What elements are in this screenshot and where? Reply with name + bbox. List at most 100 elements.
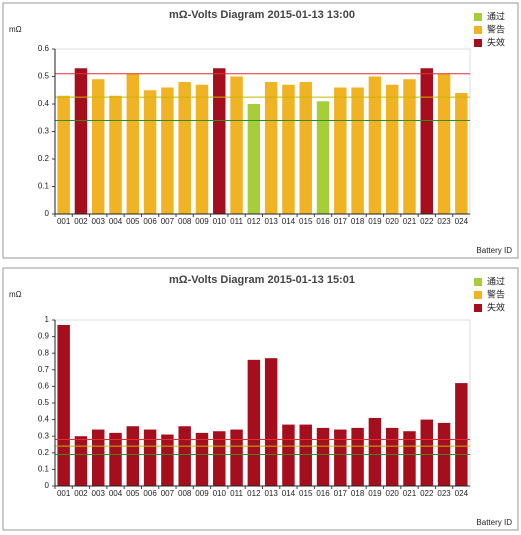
y-axis-label: mΩ bbox=[9, 290, 22, 299]
x-tick-label: 022 bbox=[420, 217, 434, 226]
bar bbox=[109, 95, 122, 214]
x-tick-label: 002 bbox=[74, 489, 88, 498]
bar bbox=[213, 68, 226, 214]
x-tick-label: 007 bbox=[161, 217, 175, 226]
bar bbox=[299, 424, 312, 486]
bar bbox=[74, 68, 88, 214]
x-tick-label: 004 bbox=[109, 489, 123, 498]
y-tick-label: 0.3 bbox=[38, 431, 50, 440]
x-tick-label: 010 bbox=[213, 217, 227, 226]
bar bbox=[195, 84, 209, 214]
bar bbox=[230, 429, 243, 486]
x-tick-label: 001 bbox=[57, 489, 71, 498]
x-tick-label: 003 bbox=[92, 217, 106, 226]
bar bbox=[178, 82, 191, 214]
bar bbox=[351, 87, 364, 214]
bar bbox=[57, 95, 70, 214]
bar bbox=[247, 359, 261, 486]
x-tick-label: 005 bbox=[126, 217, 140, 226]
bar bbox=[92, 79, 105, 214]
legend-label: 失效 bbox=[487, 301, 505, 312]
y-tick-label: 0.1 bbox=[38, 465, 50, 474]
bar bbox=[368, 417, 382, 486]
x-tick-label: 008 bbox=[178, 217, 192, 226]
y-tick-label: 0.8 bbox=[38, 348, 50, 357]
x-tick-label: 002 bbox=[74, 217, 88, 226]
y-tick-label: 0.6 bbox=[38, 44, 50, 53]
x-tick-label: 019 bbox=[368, 217, 382, 226]
x-tick-label: 008 bbox=[178, 489, 192, 498]
bar bbox=[161, 434, 174, 486]
legend-label: 警告 bbox=[487, 288, 505, 299]
bar bbox=[316, 427, 330, 486]
x-tick-label: 021 bbox=[403, 217, 417, 226]
bar bbox=[368, 76, 382, 214]
bar bbox=[403, 431, 416, 486]
bar bbox=[178, 426, 191, 486]
legend-swatch bbox=[474, 291, 482, 299]
y-tick-label: 0.2 bbox=[38, 448, 50, 457]
legend-swatch bbox=[474, 26, 482, 34]
legend-swatch bbox=[474, 13, 482, 21]
x-tick-label: 013 bbox=[264, 217, 278, 226]
bar bbox=[161, 87, 174, 214]
bar bbox=[109, 432, 122, 486]
y-tick-label: 0.4 bbox=[38, 415, 50, 424]
bar bbox=[316, 101, 330, 214]
y-tick-label: 0.4 bbox=[38, 99, 50, 108]
bar bbox=[213, 431, 226, 486]
y-tick-label: 0.6 bbox=[38, 382, 50, 391]
x-tick-label: 020 bbox=[386, 217, 400, 226]
y-tick-label: 0.9 bbox=[38, 332, 50, 341]
chart-title: mΩ-Volts Diagram 2015-01-13 13:00 bbox=[169, 9, 355, 21]
bar bbox=[455, 93, 468, 214]
x-tick-label: 014 bbox=[282, 489, 296, 498]
bar bbox=[143, 90, 157, 214]
bar bbox=[92, 429, 105, 486]
bar bbox=[247, 104, 261, 214]
legend-swatch bbox=[474, 278, 482, 286]
x-tick-label: 010 bbox=[213, 489, 227, 498]
x-tick-label: 014 bbox=[282, 217, 296, 226]
legend-swatch bbox=[474, 39, 482, 47]
x-tick-label: 007 bbox=[161, 489, 175, 498]
x-tick-label: 019 bbox=[368, 489, 382, 498]
bar bbox=[299, 82, 312, 214]
bar bbox=[437, 73, 451, 214]
legend-label: 通过 bbox=[487, 275, 505, 286]
bar bbox=[143, 429, 157, 486]
x-tick-label: 006 bbox=[143, 489, 157, 498]
x-tick-label: 018 bbox=[351, 489, 365, 498]
bar bbox=[195, 432, 209, 486]
bar bbox=[282, 424, 295, 486]
bar bbox=[230, 76, 243, 214]
legend-swatch bbox=[474, 304, 482, 312]
bar bbox=[126, 73, 140, 214]
x-tick-label: 001 bbox=[57, 217, 71, 226]
legend-label: 警告 bbox=[487, 23, 505, 34]
bar bbox=[57, 324, 70, 486]
x-tick-label: 023 bbox=[437, 217, 451, 226]
y-tick-label: 0.5 bbox=[38, 398, 50, 407]
bar bbox=[351, 427, 364, 486]
bar bbox=[403, 79, 416, 214]
legend-label: 失效 bbox=[487, 36, 505, 47]
chart-title: mΩ-Volts Diagram 2015-01-13 15:01 bbox=[169, 274, 355, 286]
x-tick-label: 012 bbox=[247, 217, 261, 226]
bar bbox=[420, 68, 433, 214]
x-tick-label: 005 bbox=[126, 489, 140, 498]
x-tick-label: 004 bbox=[109, 217, 123, 226]
x-tick-label: 023 bbox=[437, 489, 451, 498]
bar bbox=[334, 87, 347, 214]
x-tick-label: 024 bbox=[455, 489, 469, 498]
x-axis-label: Battery ID bbox=[476, 518, 512, 527]
x-tick-label: 009 bbox=[195, 217, 209, 226]
x-tick-label: 013 bbox=[264, 489, 278, 498]
y-axis-label: mΩ bbox=[9, 25, 22, 34]
x-tick-label: 017 bbox=[334, 217, 348, 226]
x-tick-label: 021 bbox=[403, 489, 417, 498]
bar bbox=[126, 426, 140, 486]
y-tick-label: 0.5 bbox=[38, 72, 50, 81]
bar bbox=[74, 436, 88, 486]
